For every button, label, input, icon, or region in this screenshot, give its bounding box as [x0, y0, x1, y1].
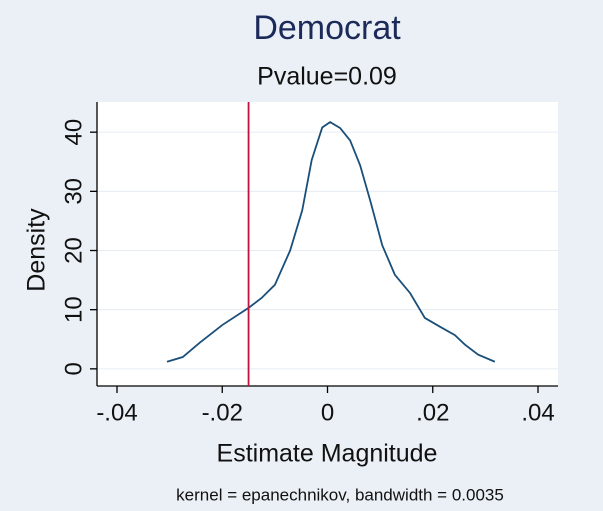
x-tick-label: .02 — [416, 399, 449, 426]
y-tick-label: 10 — [60, 296, 87, 323]
x-tick-label: 0 — [321, 399, 334, 426]
chart-title: Democrat — [253, 9, 401, 47]
y-tick-label: 20 — [60, 237, 87, 264]
y-tick-label: 30 — [60, 178, 87, 205]
y-tick-label: 40 — [60, 119, 87, 146]
note: kernel = epanechnikov, bandwidth = 0.003… — [176, 485, 504, 504]
y-tick-label: 0 — [60, 362, 87, 375]
x-tick-label: -.02 — [202, 399, 243, 426]
x-tick-label: -.04 — [96, 399, 137, 426]
plot-area — [97, 102, 558, 386]
x-axis-title: Estimate Magnitude — [217, 440, 438, 468]
chart-subtitle: Pvalue=0.09 — [257, 63, 397, 91]
y-axis-title: Density — [23, 208, 51, 292]
x-tick-label: .04 — [521, 399, 554, 426]
